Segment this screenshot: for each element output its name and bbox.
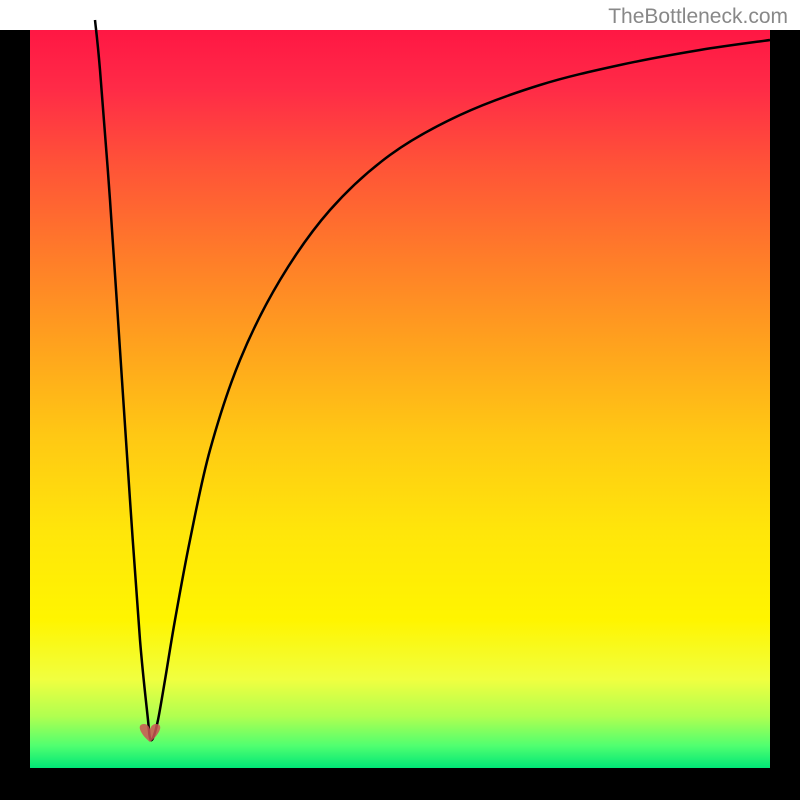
- chart-container: TheBottleneck.com: [0, 0, 800, 800]
- left-border: [0, 30, 30, 800]
- right-border: [770, 30, 800, 800]
- gradient-chart: [0, 0, 800, 800]
- bottom-border: [0, 768, 800, 800]
- watermark-text: TheBottleneck.com: [608, 5, 788, 29]
